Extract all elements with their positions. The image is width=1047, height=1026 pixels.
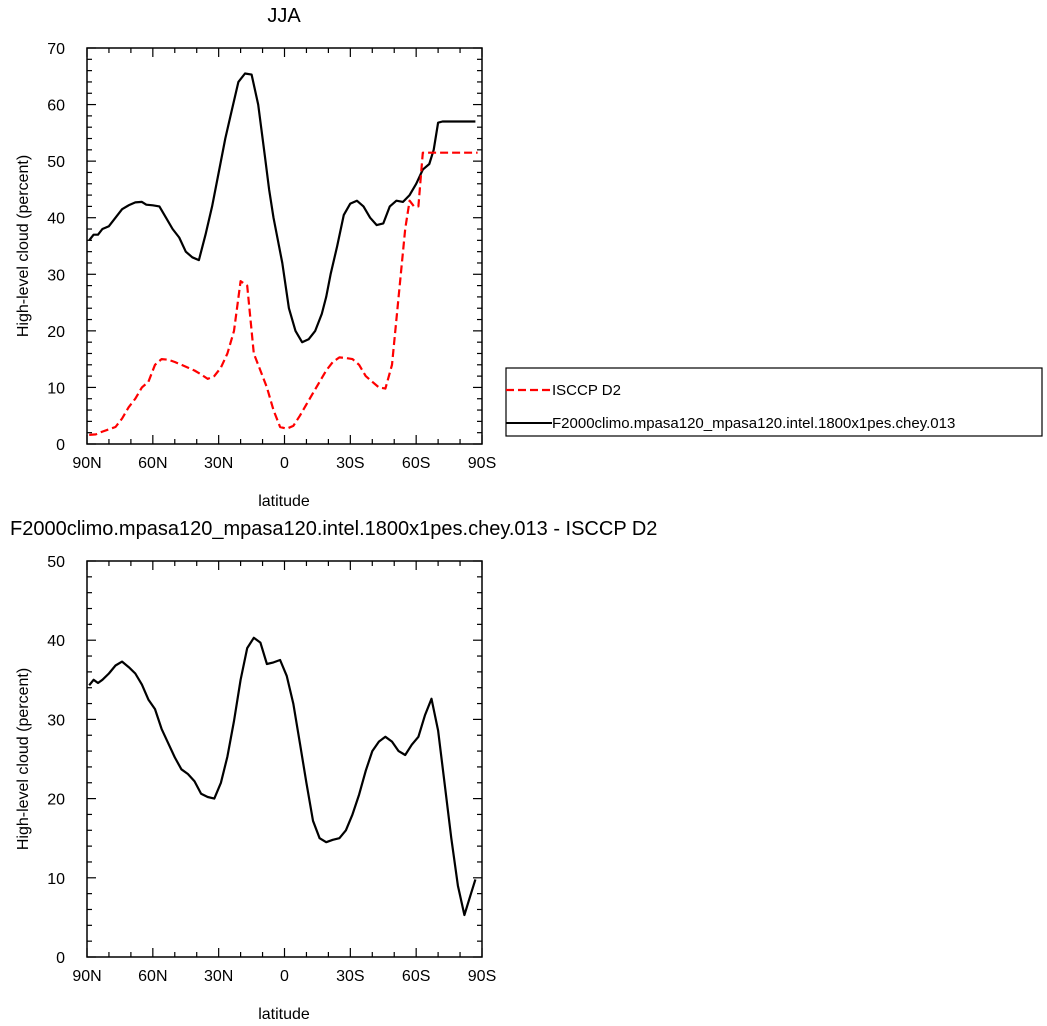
legend-box: [505, 367, 1043, 437]
panel-difference-y-tick-label: 20: [47, 792, 65, 809]
panel-difference-x-tick-label: 30N: [204, 968, 233, 985]
panel-jja-x-tick-label: 0: [280, 455, 289, 472]
panel-difference-plot-frame: [86, 560, 483, 958]
panel-difference-series-model-line: [88, 636, 477, 917]
panel-difference-x-tick-label: 0: [280, 968, 289, 985]
panel-jja-y-tick-label: 70: [47, 41, 65, 58]
panel-jja-y-tick-label: 60: [47, 98, 65, 115]
panel-difference-y-tick-label: 30: [47, 712, 65, 729]
panel-difference-x-tick-label: 30S: [336, 968, 364, 985]
panel-difference-y-tick-label: 10: [47, 871, 65, 888]
legend: ISCCP D2 F2000climo.mpasa120_mpasa120.in…: [505, 367, 1043, 437]
legend-label-isccp-d2: ISCCP D2: [552, 382, 621, 399]
panel-jja-y-tick-label: 20: [47, 324, 65, 341]
panel-jja-y-tick-label: 0: [56, 437, 65, 454]
panel-jja-y-tick-label: 10: [47, 380, 65, 397]
panel-jja-series-isccp-d2-line: [89, 151, 478, 436]
panel-jja-title: JJA: [267, 5, 301, 27]
panel-jja-plot-frame: [86, 47, 483, 445]
panel-difference-y-tick-label: 40: [47, 633, 65, 650]
panel-difference-x-tick-label: 60S: [402, 968, 430, 985]
panel-jja-y-axis-label: High-level cloud (percent): [15, 155, 32, 337]
panel-jja-series-model-line: [88, 72, 476, 344]
panel-difference-y-tick-label: 0: [56, 950, 65, 967]
panel-difference-y-tick-label: 50: [47, 554, 65, 571]
panel-difference-title: F2000climo.mpasa120_mpasa120.intel.1800x…: [10, 518, 657, 540]
legend-label-model: F2000climo.mpasa120_mpasa120.intel.1800x…: [552, 415, 955, 432]
panel-jja-x-tick-label: 60N: [138, 455, 167, 472]
panel-jja-x-tick-label: 90S: [468, 455, 496, 472]
panel-jja-x-tick-label: 90N: [72, 455, 101, 472]
panel-jja-x-tick-label: 30N: [204, 455, 233, 472]
panel-jja-x-tick-label: 30S: [336, 455, 364, 472]
panel-difference-x-tick-label: 60N: [138, 968, 167, 985]
panel-difference-x-tick-label: 90S: [468, 968, 496, 985]
panel-jja-y-tick-label: 30: [47, 267, 65, 284]
panel-difference-x-tick-label: 90N: [72, 968, 101, 985]
panel-difference: F2000climo.mpasa120_mpasa120.intel.1800x…: [10, 518, 657, 1023]
panel-difference-x-axis-label: latitude: [258, 1006, 310, 1023]
panel-difference-y-axis-label: High-level cloud (percent): [15, 668, 32, 850]
panel-jja-y-tick-label: 40: [47, 211, 65, 228]
panel-jja-y-tick-label: 50: [47, 154, 65, 171]
panel-jja: JJA 90N 60N 30N 0 30S 60S 90S 0 10 20 30 40 50 60 70 l…: [15, 5, 1043, 510]
panel-jja-x-axis-label: latitude: [258, 493, 310, 510]
panel-jja-x-tick-label: 60S: [402, 455, 430, 472]
